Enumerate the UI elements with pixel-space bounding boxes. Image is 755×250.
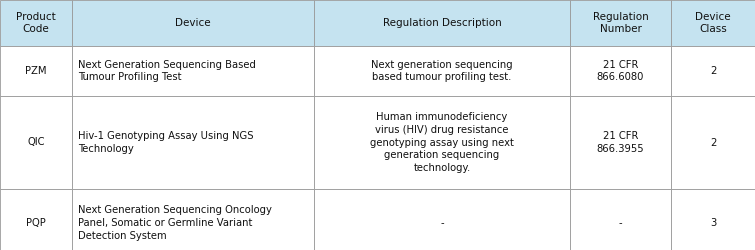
Bar	[314, 96, 570, 189]
Bar	[314, 189, 570, 250]
Text: Next Generation Sequencing Based
Tumour Profiling Test: Next Generation Sequencing Based Tumour …	[78, 60, 256, 82]
Bar	[314, 46, 570, 96]
Text: Device
Class: Device Class	[695, 12, 731, 34]
Text: Next generation sequencing
based tumour profiling test.: Next generation sequencing based tumour …	[371, 60, 513, 82]
Bar	[671, 96, 755, 189]
Bar	[570, 0, 671, 46]
Bar	[0, 96, 72, 189]
Text: Regulation Description: Regulation Description	[383, 18, 501, 28]
Bar	[0, 0, 72, 46]
Text: QIC: QIC	[27, 138, 45, 147]
Bar	[671, 0, 755, 46]
Text: Human immunodeficiency
virus (HIV) drug resistance
genotyping assay using next
g: Human immunodeficiency virus (HIV) drug …	[370, 112, 514, 173]
Text: 3: 3	[710, 218, 716, 228]
Bar	[72, 0, 314, 46]
Text: Device: Device	[175, 18, 211, 28]
Bar	[0, 189, 72, 250]
Bar	[0, 46, 72, 96]
Bar	[72, 189, 314, 250]
Text: -: -	[440, 218, 444, 228]
Text: Hiv-1 Genotyping Assay Using NGS
Technology: Hiv-1 Genotyping Assay Using NGS Technol…	[78, 131, 254, 154]
Bar	[72, 96, 314, 189]
Text: 21 CFR
866.6080: 21 CFR 866.6080	[596, 60, 644, 82]
Text: 2: 2	[710, 138, 716, 147]
Bar	[570, 46, 671, 96]
Bar	[570, 96, 671, 189]
Bar	[570, 189, 671, 250]
Text: Product
Code: Product Code	[16, 12, 56, 34]
Text: 21 CFR
866.3955: 21 CFR 866.3955	[596, 131, 644, 154]
Text: -: -	[618, 218, 622, 228]
Text: PZM: PZM	[25, 66, 47, 76]
Text: 2: 2	[710, 66, 716, 76]
Bar	[314, 0, 570, 46]
Text: PQP: PQP	[26, 218, 46, 228]
Bar	[72, 46, 314, 96]
Text: Next Generation Sequencing Oncology
Panel, Somatic or Germline Variant
Detection: Next Generation Sequencing Oncology Pane…	[78, 205, 272, 241]
Bar	[671, 46, 755, 96]
Text: Regulation
Number: Regulation Number	[593, 12, 649, 34]
Bar	[671, 189, 755, 250]
